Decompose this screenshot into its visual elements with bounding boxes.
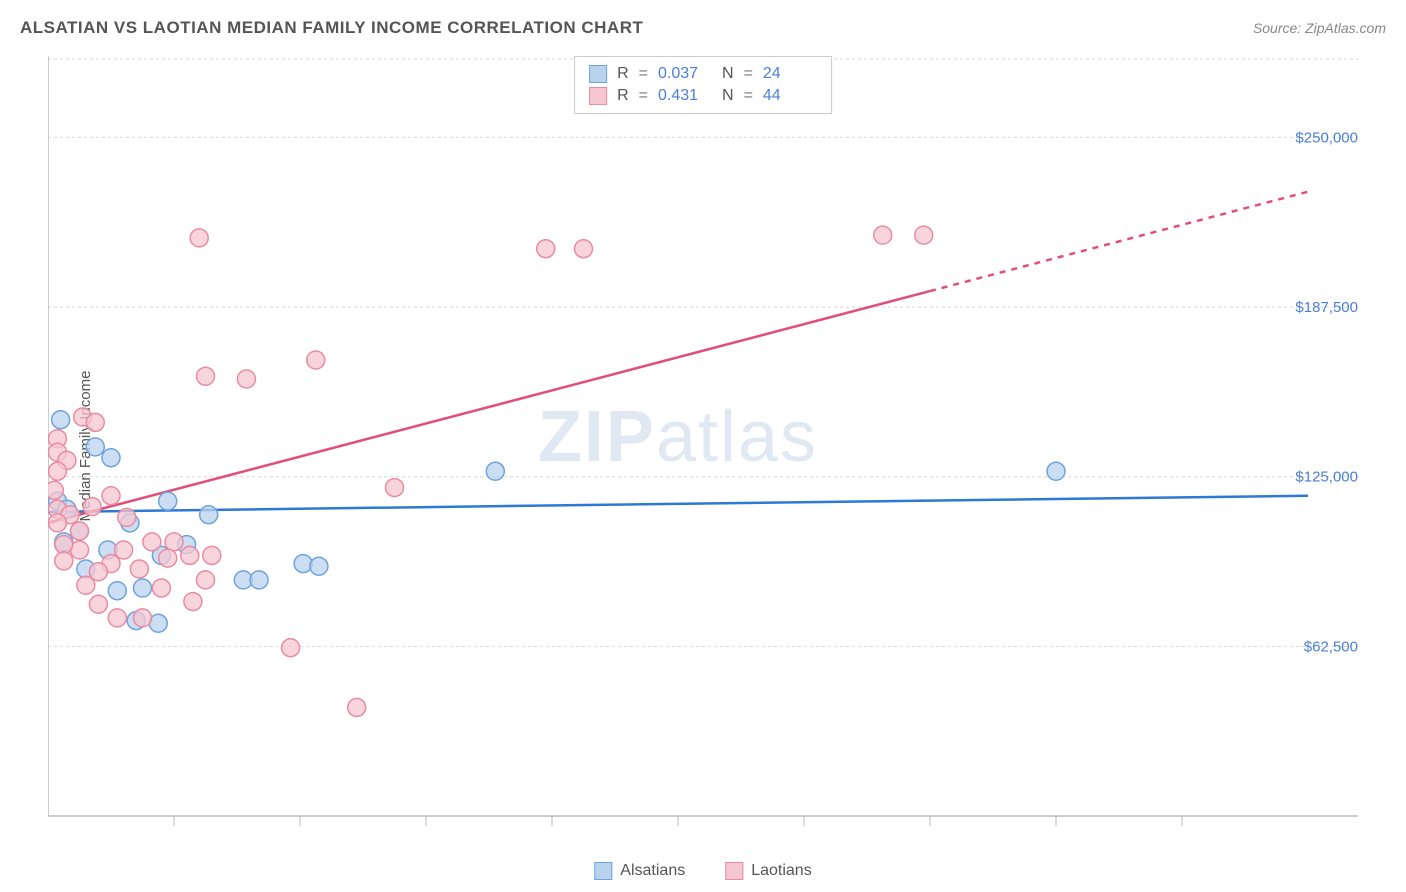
svg-text:$250,000: $250,000: [1295, 129, 1358, 146]
stats-legend-box: R = 0.037 N = 24 R = 0.431 N = 44: [574, 56, 832, 114]
r-label: R: [617, 65, 629, 83]
legend-item: Laotians: [725, 862, 812, 880]
n-value: 24: [763, 65, 817, 83]
legend-swatch: [589, 65, 607, 83]
legend-swatch: [594, 862, 612, 880]
n-label: N: [722, 65, 734, 83]
equals-sign: =: [744, 87, 753, 105]
chart-title: ALSATIAN VS LAOTIAN MEDIAN FAMILY INCOME…: [20, 18, 643, 38]
source-value: ZipAtlas.com: [1305, 20, 1386, 36]
series-legend: Alsatians Laotians: [594, 862, 811, 880]
r-value: 0.431: [658, 87, 712, 105]
svg-text:$125,000: $125,000: [1295, 469, 1358, 486]
equals-sign: =: [639, 87, 648, 105]
equals-sign: =: [744, 65, 753, 83]
stats-row: R = 0.431 N = 44: [589, 85, 817, 107]
legend-swatch: [725, 862, 743, 880]
n-label: N: [722, 87, 734, 105]
equals-sign: =: [639, 65, 648, 83]
r-value: 0.037: [658, 65, 712, 83]
source-label: Source:: [1253, 20, 1301, 36]
r-label: R: [617, 87, 629, 105]
legend-label: Alsatians: [620, 862, 685, 880]
stats-row: R = 0.037 N = 24: [589, 63, 817, 85]
svg-text:$62,500: $62,500: [1304, 638, 1358, 655]
svg-text:ZIPatlas: ZIPatlas: [538, 397, 818, 477]
plot-area: $62,500$125,000$187,500$250,0000.0%40.0%…: [48, 56, 1378, 826]
legend-label: Laotians: [751, 862, 812, 880]
legend-swatch: [589, 87, 607, 105]
n-value: 44: [763, 87, 817, 105]
source: Source: ZipAtlas.com: [1253, 20, 1386, 36]
svg-text:$187,500: $187,500: [1295, 299, 1358, 316]
legend-item: Alsatians: [594, 862, 685, 880]
scatter-chart: $62,500$125,000$187,500$250,0000.0%40.0%…: [48, 56, 1378, 826]
